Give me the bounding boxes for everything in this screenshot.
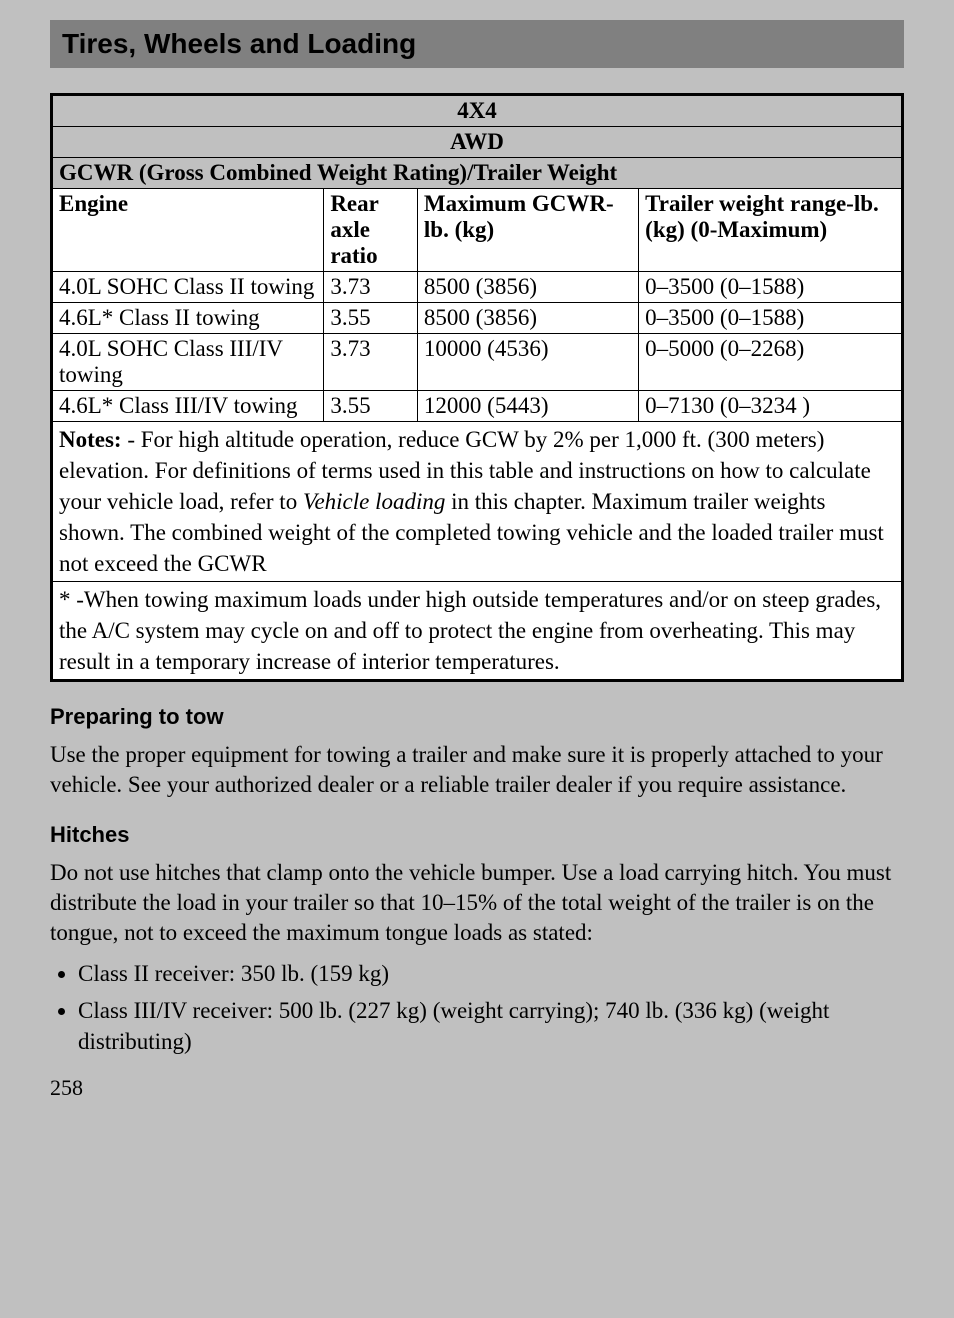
cell-engine: 4.0L SOHC Class II towing (52, 272, 324, 303)
page-number: 258 (50, 1075, 904, 1101)
table-header-awd: AWD (52, 127, 903, 158)
section-title-bar: Tires, Wheels and Loading (50, 20, 904, 68)
cell-gcwr: 10000 (4536) (417, 334, 638, 391)
col-gcwr: Maximum GCWR-lb. (kg) (417, 189, 638, 272)
notes-lead: Notes: (59, 427, 122, 452)
table-row: 4.0L SOHC Class III/IV towing 3.73 10000… (52, 334, 903, 391)
list-item: Class III/IV receiver: 500 lb. (227 kg) … (78, 995, 904, 1057)
col-axle: Rear axle ratio (324, 189, 418, 272)
cell-trailer: 0–3500 (0–1588) (639, 272, 903, 303)
preparing-body: Use the proper equipment for towing a tr… (50, 740, 904, 800)
manual-page: Tires, Wheels and Loading 4X4 AWD GCWR (… (0, 0, 954, 1131)
cell-engine: 4.6L* Class II towing (52, 303, 324, 334)
list-item: Class II receiver: 350 lb. (159 kg) (78, 958, 904, 989)
preparing-heading: Preparing to tow (50, 704, 904, 730)
table-row: 4.0L SOHC Class II towing 3.73 8500 (385… (52, 272, 903, 303)
hitches-body: Do not use hitches that clamp onto the v… (50, 858, 904, 948)
table-header-4x4: 4X4 (52, 95, 903, 127)
table-header-gcwr: GCWR (Gross Combined Weight Rating)/Trai… (52, 158, 903, 189)
cell-trailer: 0–3500 (0–1588) (639, 303, 903, 334)
table-asterisk: * -When towing maximum loads under high … (52, 582, 903, 681)
hitches-list: Class II receiver: 350 lb. (159 kg) Clas… (50, 958, 904, 1057)
cell-axle: 3.55 (324, 303, 418, 334)
cell-axle: 3.55 (324, 391, 418, 422)
table-row: 4.6L* Class III/IV towing 3.55 12000 (54… (52, 391, 903, 422)
cell-gcwr: 8500 (3856) (417, 272, 638, 303)
cell-gcwr: 8500 (3856) (417, 303, 638, 334)
cell-gcwr: 12000 (5443) (417, 391, 638, 422)
cell-engine: 4.6L* Class III/IV towing (52, 391, 324, 422)
cell-trailer: 0–7130 (0–3234 ) (639, 391, 903, 422)
table-row: 4.6L* Class II towing 3.55 8500 (3856) 0… (52, 303, 903, 334)
col-trailer: Trailer weight range-lb. (kg) (0-Maximum… (639, 189, 903, 272)
cell-axle: 3.73 (324, 334, 418, 391)
notes-ital: Vehicle loading (303, 489, 445, 514)
cell-engine: 4.0L SOHC Class III/IV towing (52, 334, 324, 391)
table-notes: Notes: - For high altitude operation, re… (52, 422, 903, 582)
table-col-header-row: Engine Rear axle ratio Maximum GCWR-lb. … (52, 189, 903, 272)
hitches-heading: Hitches (50, 822, 904, 848)
col-engine: Engine (52, 189, 324, 272)
cell-axle: 3.73 (324, 272, 418, 303)
section-title: Tires, Wheels and Loading (62, 28, 892, 60)
gcwr-table: 4X4 AWD GCWR (Gross Combined Weight Rati… (50, 93, 904, 682)
cell-trailer: 0–5000 (0–2268) (639, 334, 903, 391)
